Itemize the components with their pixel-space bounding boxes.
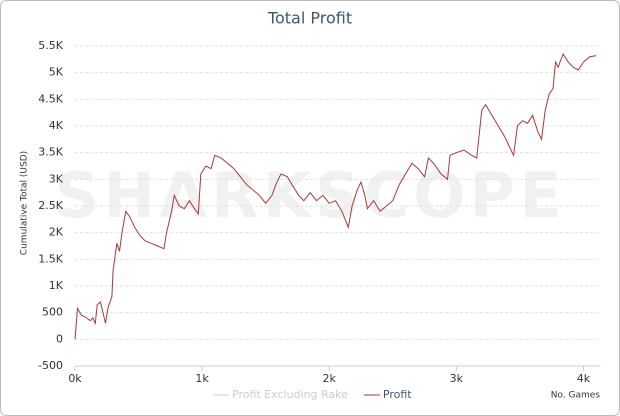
- legend-label: Profit: [383, 388, 412, 401]
- chart-title: Total Profit: [267, 9, 352, 28]
- legend-label: Profit Excluding Rake: [232, 388, 348, 401]
- x-tick-label: 0k: [68, 372, 82, 385]
- x-tick-label: 4k: [577, 372, 591, 385]
- watermark: SHARKSCOPE: [55, 159, 566, 232]
- y-tick-label: 3.5K: [38, 146, 63, 159]
- y-tick-label: 5.5K: [38, 39, 63, 52]
- y-tick-label: 1.5K: [38, 252, 63, 265]
- y-tick-label: 4K: [49, 119, 64, 132]
- x-axis-label: No. Games: [551, 391, 601, 401]
- y-tick-label: 4.5K: [38, 92, 63, 105]
- y-tick-label: 5K: [49, 66, 64, 79]
- y-tick-label: 1K: [49, 279, 64, 292]
- y-tick-label: -500: [38, 359, 63, 372]
- profit-line: [74, 52, 597, 340]
- y-tick-label: 0: [56, 332, 63, 345]
- x-tick-label: 1k: [195, 372, 209, 385]
- y-tick-label: 2K: [49, 226, 64, 239]
- x-tick-label: 3k: [450, 372, 464, 385]
- y-tick-label: 3K: [49, 172, 64, 185]
- y-axis-label: Cumulative Total (USD): [20, 151, 30, 255]
- y-tick-label: 2.5K: [38, 199, 63, 212]
- y-tick-label: 500: [42, 306, 63, 319]
- x-tick-label: 2k: [323, 372, 337, 385]
